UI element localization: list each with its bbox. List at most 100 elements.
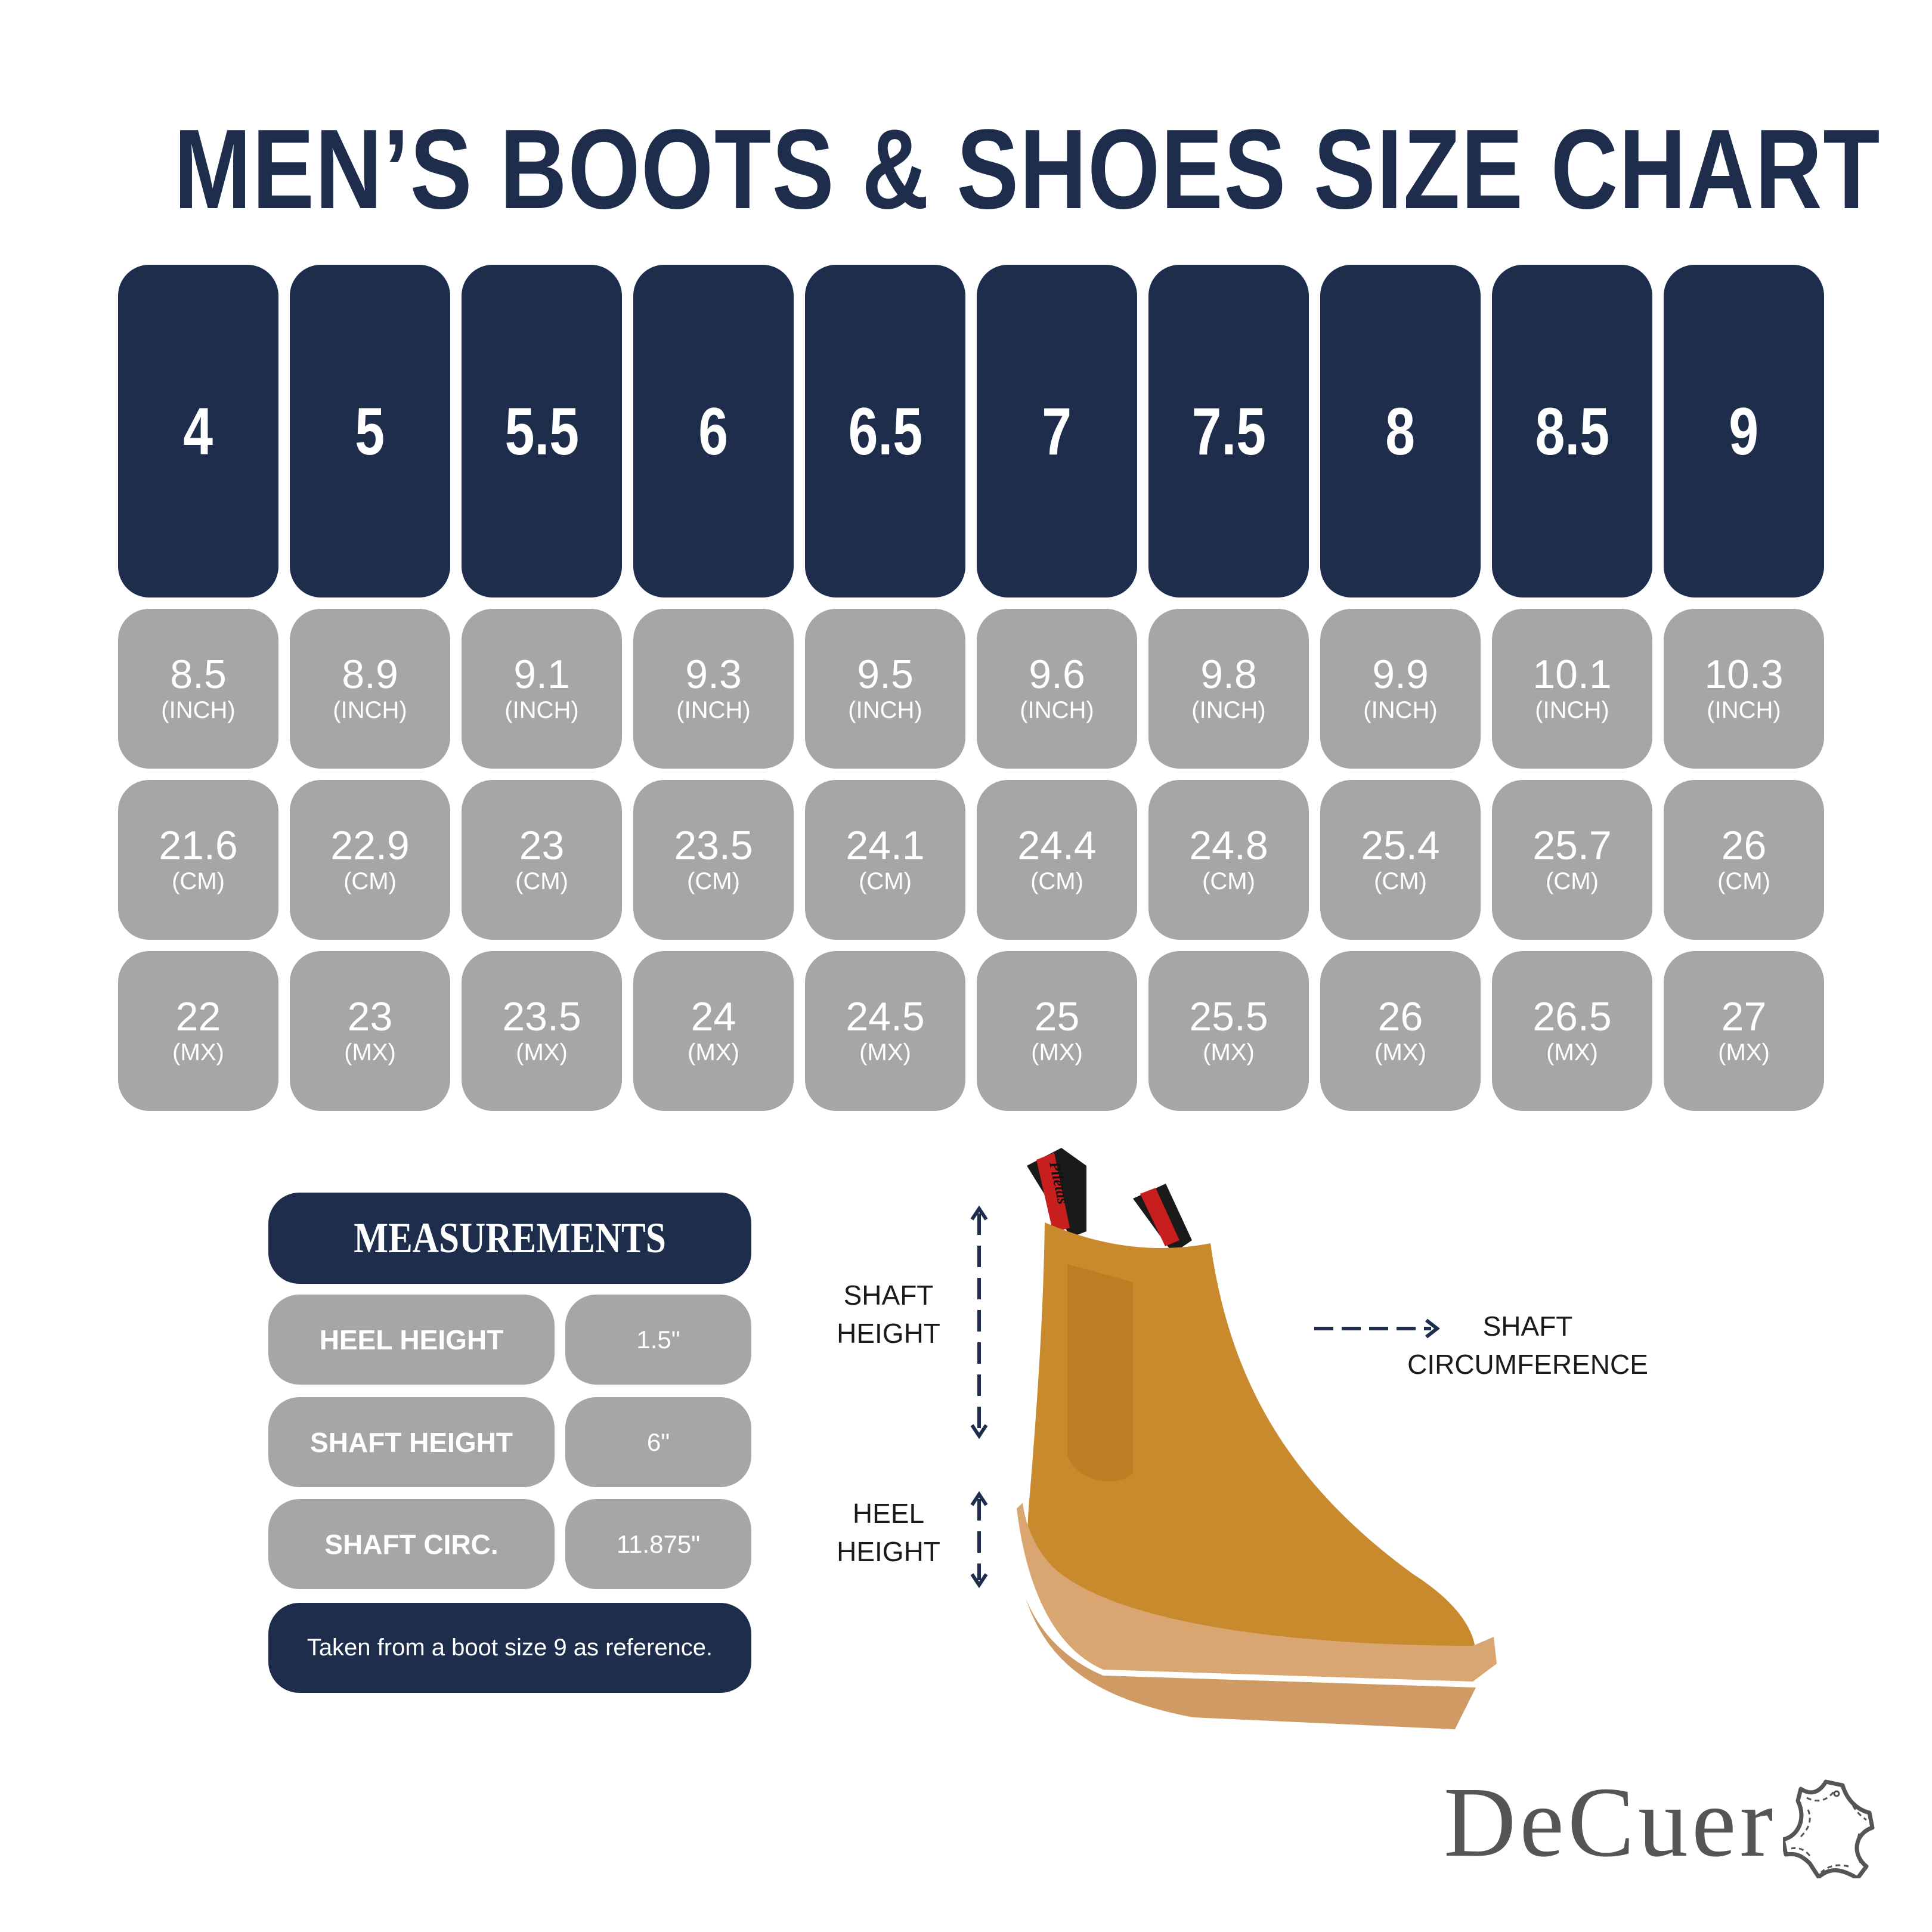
leather-hide-icon xyxy=(1783,1779,1875,1878)
size-mx-value: 26 xyxy=(1377,994,1423,1039)
measurement-label-cell: SHAFT HEIGHT xyxy=(268,1397,555,1487)
size-inch-value: 9.5 xyxy=(857,652,914,697)
size-mx-cell: 24.5 (MX) xyxy=(805,951,965,1111)
note-text: Taken from a boot size 9 as reference. xyxy=(306,1634,713,1661)
unit-label: (MX) xyxy=(1031,1039,1083,1066)
size-cm-cell: 21.6 (CM) xyxy=(118,780,278,940)
size-us-value: 5.5 xyxy=(504,394,579,469)
unit-label: (MX) xyxy=(344,1039,396,1066)
unit-label: (INCH) xyxy=(333,697,407,723)
unit-label: (CM) xyxy=(1202,868,1255,894)
size-us-value: 7.5 xyxy=(1191,394,1266,469)
size-mx-cell: 23 (MX) xyxy=(290,951,450,1111)
size-inch-value: 8.5 xyxy=(170,652,227,697)
size-us-cell: 7 xyxy=(977,265,1137,597)
size-inch-value: 9.6 xyxy=(1029,652,1085,697)
size-cm-cell: 24.4 (CM) xyxy=(977,780,1137,940)
boot-image: Piletas xyxy=(1017,1148,1497,1729)
label-line: HEIGHT xyxy=(837,1318,940,1349)
size-us-value: 8.5 xyxy=(1535,394,1609,469)
size-inch-value: 8.9 xyxy=(342,652,398,697)
size-inch-value: 10.3 xyxy=(1704,652,1784,697)
measurement-value: 6" xyxy=(646,1428,670,1456)
size-mx-value: 27 xyxy=(1721,994,1767,1039)
size-mx-value: 23 xyxy=(347,994,393,1039)
unit-label: (INCH) xyxy=(1191,697,1266,723)
size-mx-cell: 22 (MX) xyxy=(118,951,278,1111)
size-inch-value: 10.1 xyxy=(1532,652,1612,697)
shaft-circumference-arrow-icon xyxy=(1314,1318,1440,1339)
size-cm-value: 24.1 xyxy=(846,823,925,868)
size-mx-cell: 23.5 (MX) xyxy=(462,951,622,1111)
size-us-value: 5 xyxy=(355,394,385,469)
unit-label: (MX) xyxy=(172,1039,224,1066)
measurement-value: 1.5" xyxy=(636,1325,680,1354)
size-mx-cell: 25 (MX) xyxy=(977,951,1137,1111)
size-mx-cell: 25.5 (MX) xyxy=(1148,951,1309,1111)
size-inch-cell: 9.5 (INCH) xyxy=(805,609,965,769)
unit-label: (CM) xyxy=(859,868,912,894)
size-mx-value: 26.5 xyxy=(1532,994,1612,1039)
unit-label: (INCH) xyxy=(1535,697,1609,723)
size-inch-cell: 9.8 (INCH) xyxy=(1148,609,1309,769)
measurement-value-cell: 6" xyxy=(565,1397,751,1487)
size-cm-cell: 23.5 (CM) xyxy=(633,780,794,940)
size-cm-value: 25.7 xyxy=(1532,823,1612,868)
size-us-value: 6.5 xyxy=(848,394,922,469)
size-cm-value: 24.4 xyxy=(1017,823,1097,868)
size-us-cell: 5 xyxy=(290,265,450,597)
measurement-label-cell: SHAFT CIRC. xyxy=(268,1499,555,1589)
unit-label: (CM) xyxy=(343,868,397,894)
size-inch-value: 9.3 xyxy=(685,652,742,697)
size-mx-value: 25 xyxy=(1034,994,1080,1039)
size-cm-value: 21.6 xyxy=(159,823,238,868)
shaft-height-label: SHAFT HEIGHT xyxy=(799,1276,978,1352)
heel-height-label: HEEL HEIGHT xyxy=(799,1494,978,1571)
size-mx-value: 25.5 xyxy=(1189,994,1268,1039)
measurement-label: SHAFT CIRC. xyxy=(324,1528,499,1560)
size-cm-value: 25.4 xyxy=(1361,823,1440,868)
size-us-cell: 8 xyxy=(1320,265,1481,597)
brand-logo: DeCuer xyxy=(1444,1767,1777,1878)
size-inch-cell: 9.1 (INCH) xyxy=(462,609,622,769)
size-us-value: 6 xyxy=(698,394,729,469)
size-us-cell: 6.5 xyxy=(805,265,965,597)
size-mx-value: 22 xyxy=(175,994,221,1039)
size-inch-cell: 10.1 (INCH) xyxy=(1492,609,1652,769)
size-us-cell: 8.5 xyxy=(1492,265,1652,597)
size-inch-cell: 9.9 (INCH) xyxy=(1320,609,1481,769)
size-cm-value: 23.5 xyxy=(674,823,753,868)
unit-label: (INCH) xyxy=(161,697,236,723)
size-us-cell: 4 xyxy=(118,265,278,597)
size-mx-value: 23.5 xyxy=(502,994,581,1039)
size-cm-value: 24.8 xyxy=(1189,823,1268,868)
size-inch-cell: 9.6 (INCH) xyxy=(977,609,1137,769)
size-mx-cell: 26.5 (MX) xyxy=(1492,951,1652,1111)
unit-label: (CM) xyxy=(515,868,568,894)
size-cm-cell: 24.1 (CM) xyxy=(805,780,965,940)
unit-label: (CM) xyxy=(172,868,225,894)
size-us-cell: 9 xyxy=(1664,265,1824,597)
size-us-value: 7 xyxy=(1042,394,1072,469)
measurement-label: SHAFT HEIGHT xyxy=(310,1426,513,1458)
size-cm-value: 22.9 xyxy=(330,823,410,868)
label-line: HEEL xyxy=(852,1498,925,1529)
unit-label: (CM) xyxy=(687,868,740,894)
measurement-label-cell: HEEL HEIGHT xyxy=(268,1295,555,1385)
size-us-value: 9 xyxy=(1729,394,1759,469)
size-mx-value: 24.5 xyxy=(846,994,925,1039)
size-mx-value: 24 xyxy=(691,994,736,1039)
unit-label: (MX) xyxy=(1718,1039,1770,1066)
size-cm-value: 26 xyxy=(1721,823,1767,868)
size-cm-cell: 24.8 (CM) xyxy=(1148,780,1309,940)
shaft-circumference-label: SHAFT CIRCUMFERENCE xyxy=(1349,1307,1707,1383)
size-inch-cell: 9.3 (INCH) xyxy=(633,609,794,769)
unit-label: (INCH) xyxy=(504,697,579,723)
size-inch-value: 9.9 xyxy=(1372,652,1429,697)
page-title: MEN’S BOOTS & SHOES SIZE CHART xyxy=(174,106,1881,233)
unit-label: (CM) xyxy=(1374,868,1427,894)
unit-label: (MX) xyxy=(859,1039,911,1066)
label-line: SHAFT xyxy=(1482,1311,1573,1342)
measurement-value-cell: 1.5" xyxy=(565,1295,751,1385)
measurement-value-cell: 11.875" xyxy=(565,1499,751,1589)
